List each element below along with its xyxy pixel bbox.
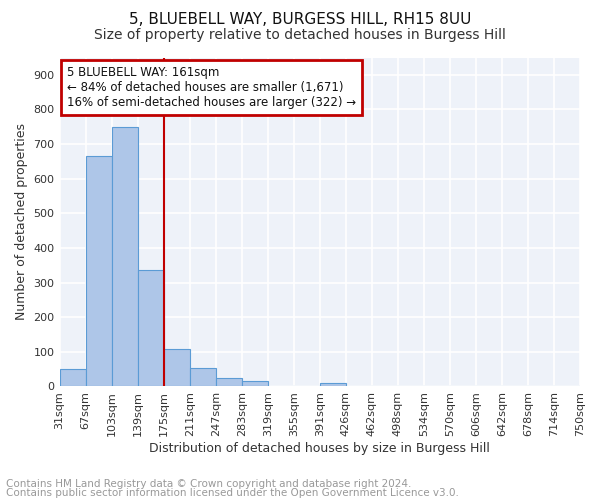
Bar [320, 383, 346, 386]
Text: 5, BLUEBELL WAY, BURGESS HILL, RH15 8UU: 5, BLUEBELL WAY, BURGESS HILL, RH15 8UU [129, 12, 471, 28]
Bar [164, 348, 190, 387]
Text: Contains public sector information licensed under the Open Government Licence v3: Contains public sector information licen… [6, 488, 459, 498]
Text: Contains HM Land Registry data © Crown copyright and database right 2024.: Contains HM Land Registry data © Crown c… [6, 479, 412, 489]
X-axis label: Distribution of detached houses by size in Burgess Hill: Distribution of detached houses by size … [149, 442, 490, 455]
Bar [112, 127, 137, 386]
Bar [242, 380, 268, 386]
Text: 5 BLUEBELL WAY: 161sqm
← 84% of detached houses are smaller (1,671)
16% of semi-: 5 BLUEBELL WAY: 161sqm ← 84% of detached… [67, 66, 356, 108]
Text: Size of property relative to detached houses in Burgess Hill: Size of property relative to detached ho… [94, 28, 506, 42]
Bar [190, 368, 215, 386]
Y-axis label: Number of detached properties: Number of detached properties [15, 124, 28, 320]
Bar [59, 369, 86, 386]
Bar [215, 378, 242, 386]
Bar [86, 156, 112, 386]
Bar [137, 270, 164, 386]
